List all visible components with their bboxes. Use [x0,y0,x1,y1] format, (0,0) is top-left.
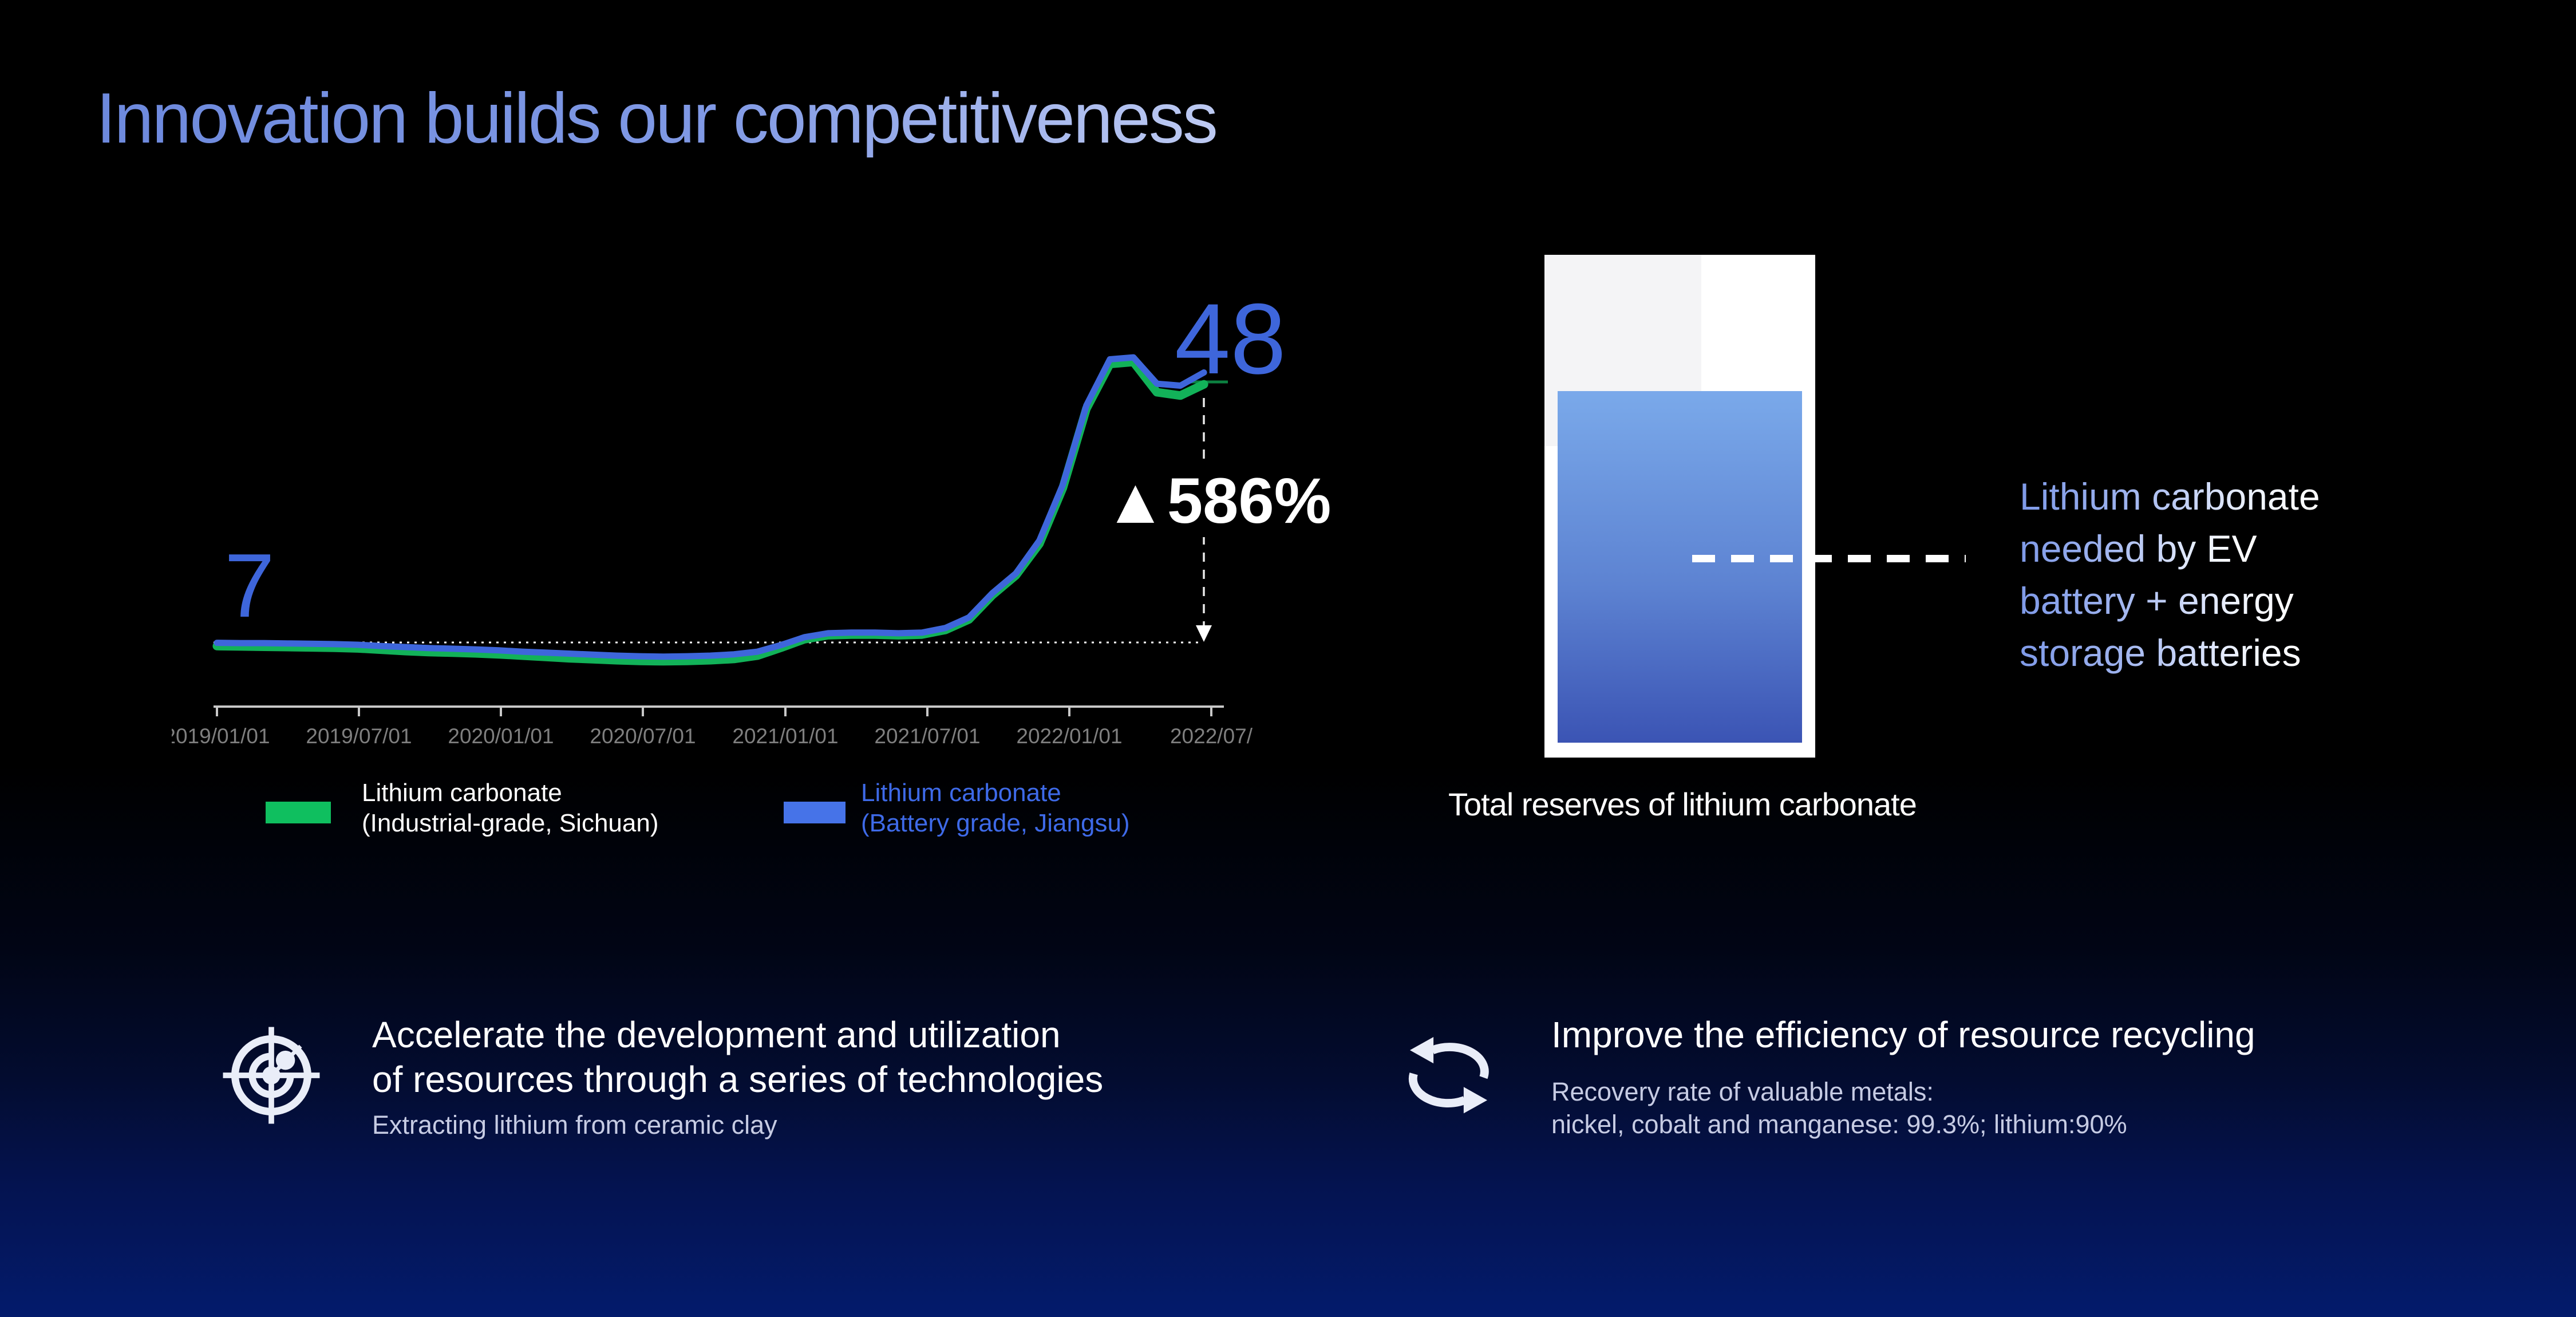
drop-arrowhead-icon [1196,625,1212,642]
feature-title-development: Accelerate the development and utilizati… [372,1014,1104,1100]
recycle-icon [1408,1036,1489,1114]
start-value-label: 7 [224,535,275,636]
end-value-label: 48 [1175,283,1286,395]
x-tick-label: 2022/07/ [1170,724,1253,748]
series-battery-grade [214,354,1207,660]
x-tick-label: 2019/07/01 [306,724,412,748]
x-tick-label: 2021/07/01 [874,724,980,748]
feature-subtitle-development: Extracting lithium from ceramic clay [372,1110,777,1139]
x-tick-label: 2021/01/01 [732,724,838,748]
feature-title-recycling: Improve the efficiency of resource recyc… [1551,1014,2255,1055]
radar-icon [223,1027,320,1124]
reserves-annotation: Lithium carbonate needed by EV battery +… [2020,471,2320,679]
reserves-container [1544,255,1815,758]
feature-subtitle-recycling: Recovery rate of valuable metals: nickel… [1551,1077,2127,1139]
price-line-chart: 2019/01/01 2019/07/01 2020/01/01 2020/07… [172,354,1253,748]
series-industrial-grade [212,357,1208,666]
legend-label-battery: Lithium carbonate (Battery grade, Jiangs… [861,779,1130,837]
legend-swatch-industrial [266,802,331,823]
reserves-caption: Total reserves of lithium carbonate [1448,786,1917,822]
legend-label-industrial: Lithium carbonate (Industrial-grade, Sic… [362,779,659,837]
page-title: Innovation builds our competitiveness [96,79,1218,158]
change-percent-label: ▲586% [1098,465,1337,537]
x-tick-label: 2022/01/01 [1016,724,1122,748]
x-tick-label: 2020/07/01 [590,724,696,748]
reserves-fill-bar [1558,391,1802,743]
x-tick-label: 2020/01/01 [448,724,554,748]
annotation-pointer-dashed-line [1692,555,1966,562]
legend-swatch-battery [784,802,846,823]
x-tick-label: 2019/01/01 [172,724,270,748]
